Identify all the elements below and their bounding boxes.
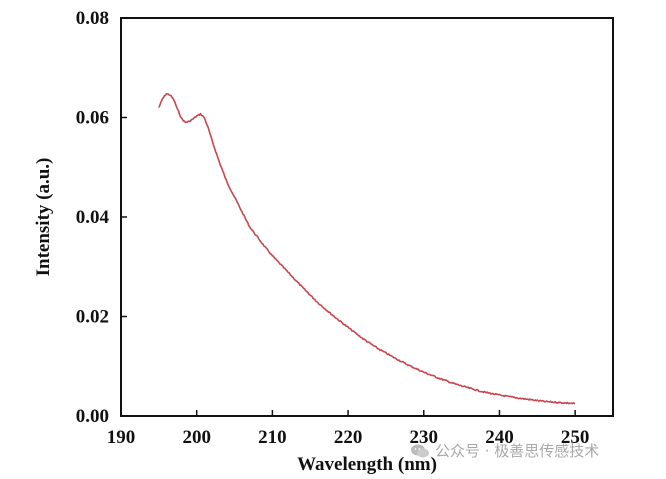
y-axis-title: Intensity (a.u.): [33, 158, 54, 277]
x-tick-label: 200: [182, 427, 211, 448]
x-tick-label: 220: [334, 427, 363, 448]
x-tick-label: 250: [561, 427, 590, 448]
x-tick-label: 190: [107, 427, 136, 448]
y-tick-label: 0.04: [76, 207, 110, 228]
x-tick-label: 230: [410, 427, 439, 448]
series-layer: [158, 92, 576, 405]
series-line: [158, 92, 576, 405]
x-tick-label: 210: [258, 427, 287, 448]
watermark-text: 公众号 · 极善思传感技术: [435, 442, 600, 460]
y-tick-label: 0.08: [76, 8, 109, 29]
x-axis: 190 200 210 220 230 240 250: [107, 410, 590, 448]
plot-frame: [120, 17, 614, 417]
wechat-logo-icon: [411, 444, 429, 457]
x-tick-label: 240: [485, 427, 514, 448]
y-axis: 0.00 0.02 0.04 0.06 0.08: [76, 8, 127, 427]
x-axis-title: Wavelength (nm): [297, 454, 437, 475]
y-tick-label: 0.02: [76, 307, 109, 328]
y-tick-label: 0.06: [76, 108, 109, 129]
plot-frame-group: [120, 17, 614, 417]
y-tick-label: 0.00: [76, 406, 109, 427]
watermark: 公众号 · 极善思传感技术: [410, 440, 599, 461]
